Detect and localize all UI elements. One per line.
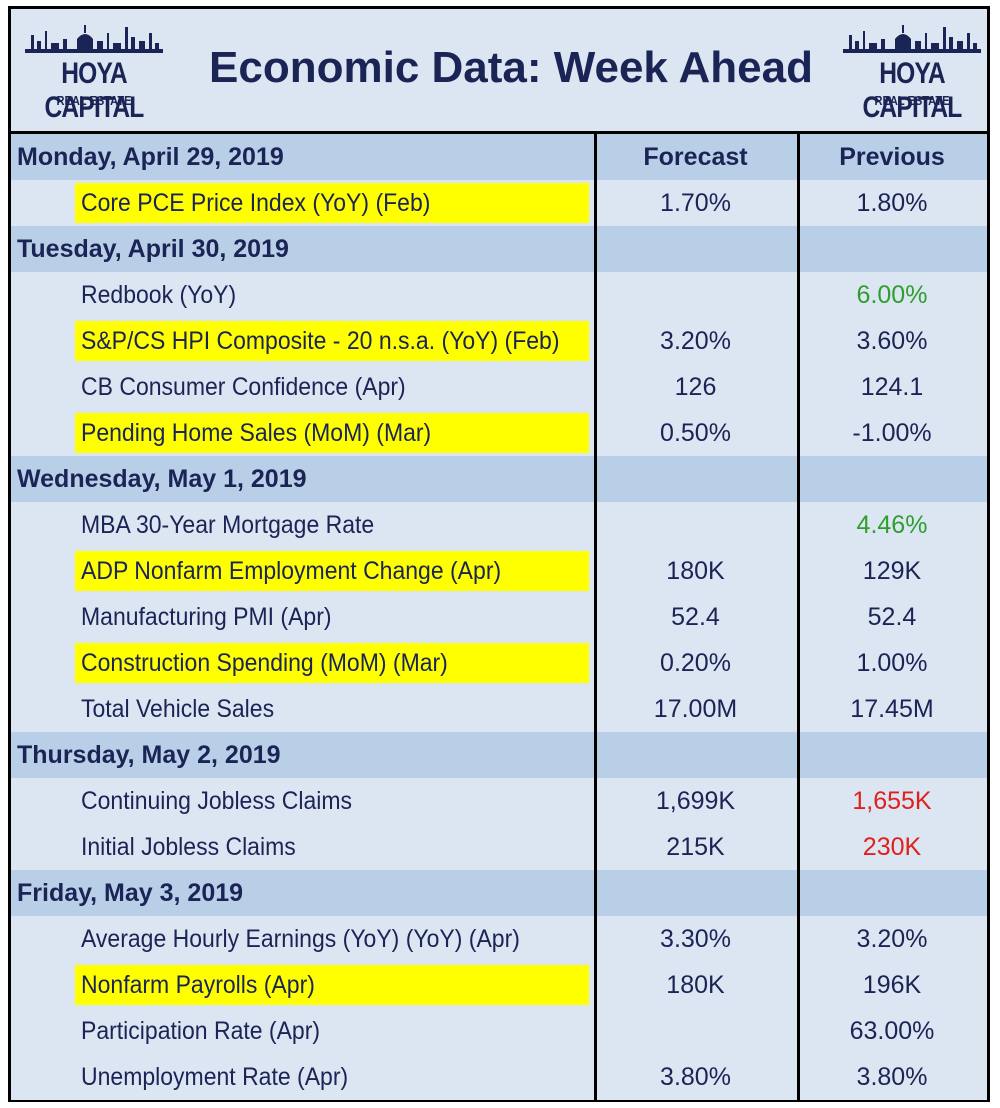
previous-value: 196K [862, 971, 922, 999]
indicator-name: Manufacturing PMI (Apr) [81, 603, 332, 631]
indicator-row: Unemployment Rate (Apr) 3.80% 3.80% [11, 1054, 987, 1100]
indicator-row: S&P/CS HPI Composite - 20 n.s.a. (YoY) (… [11, 318, 987, 364]
indicator-name: Unemployment Rate (Apr) [81, 1063, 349, 1091]
forecast-value [594, 502, 797, 548]
hoya-capital-logo-right: HOYA CAPITAL REAL ESTATE [837, 21, 987, 124]
forecast-column-header: Forecast [643, 143, 748, 171]
date-label: Monday, April 29, 2019 [17, 143, 284, 171]
skyline-icon [25, 25, 163, 53]
forecast-value: 180K [666, 971, 725, 999]
highlight-marker [75, 413, 589, 453]
indicator-name: CB Consumer Confidence (Apr) [81, 373, 406, 401]
previous-value: 1,655K [852, 787, 932, 815]
date-label: Thursday, May 2, 2019 [17, 741, 281, 769]
logo-brand-text: HOYA CAPITAL [44, 57, 144, 124]
indicator-row: Redbook (YoY) 6.00% [11, 272, 987, 318]
indicator-name: Initial Jobless Claims [81, 833, 296, 861]
forecast-value: 0.20% [660, 649, 731, 677]
indicator-row: Manufacturing PMI (Apr) 52.4 52.4 [11, 594, 987, 640]
indicator-name: Redbook (YoY) [81, 281, 237, 309]
indicator-name: Pending Home Sales (MoM) (Mar) [81, 419, 432, 447]
indicator-row: Average Hourly Earnings (YoY) (YoY) (Apr… [11, 916, 987, 962]
economic-calendar-table: Monday, April 29, 2019 Forecast Previous Co… [11, 134, 987, 1100]
indicator-row: Pending Home Sales (MoM) (Mar) 0.50% -1.00… [11, 410, 987, 456]
previous-value: 3.60% [856, 327, 928, 355]
page-title: Economic Data: Week Ahead [209, 43, 813, 92]
previous-column-header: Previous [839, 143, 945, 171]
highlight-marker [75, 643, 589, 683]
hoya-capital-logo-left: HOYA CAPITAL REAL ESTATE [19, 21, 169, 124]
previous-value: 6.00% [856, 281, 928, 309]
indicator-name: Construction Spending (MoM) (Mar) [81, 649, 448, 677]
date-label: Tuesday, April 30, 2019 [17, 235, 289, 263]
logo-sub-text: REAL ESTATE [874, 93, 950, 108]
header-banner: HOYA CAPITAL REAL ESTATE Economic Data: … [11, 9, 987, 134]
previous-value: 230K [862, 833, 922, 861]
indicator-row: CB Consumer Confidence (Apr) 126 124.1 [11, 364, 987, 410]
indicator-row: Core PCE Price Index (YoY) (Feb) 1.70% 1.8… [11, 180, 987, 226]
indicator-row: MBA 30-Year Mortgage Rate 4.46% [11, 502, 987, 548]
indicator-name: Average Hourly Earnings (YoY) (YoY) (Apr… [81, 925, 520, 953]
indicator-row: ADP Nonfarm Employment Change (Apr) 180K 1… [11, 548, 987, 594]
previous-value: -1.00% [852, 419, 932, 447]
forecast-value: 3.30% [660, 925, 731, 953]
column-divider-forecast [594, 134, 597, 1102]
forecast-value: 17.00M [653, 695, 738, 723]
previous-value: 3.80% [856, 1063, 928, 1091]
forecast-value: 52.4 [671, 603, 720, 631]
indicator-name: ADP Nonfarm Employment Change (Apr) [81, 557, 502, 585]
forecast-value: 3.20% [660, 327, 731, 355]
date-row: Wednesday, May 1, 2019 [11, 456, 987, 502]
previous-value: 1.00% [856, 649, 928, 677]
date-label: Friday, May 3, 2019 [17, 879, 244, 907]
previous-value: 129K [862, 557, 922, 585]
indicator-name: S&P/CS HPI Composite - 20 n.s.a. (YoY) (… [81, 327, 560, 355]
forecast-value: 215K [666, 833, 725, 861]
indicator-name: Participation Rate (Apr) [81, 1017, 321, 1045]
forecast-value: 1.70% [660, 189, 731, 217]
indicator-row: Continuing Jobless Claims 1,699K 1,655K [11, 778, 987, 824]
column-divider-previous [797, 134, 800, 1102]
forecast-value [594, 272, 797, 318]
forecast-value: 126 [674, 373, 717, 401]
indicator-name: Total Vehicle Sales [81, 695, 275, 723]
highlight-marker [75, 965, 589, 1005]
previous-value: 124.1 [860, 373, 924, 401]
indicator-row: Participation Rate (Apr) 63.00% [11, 1008, 987, 1054]
date-row: Thursday, May 2, 2019 [11, 732, 987, 778]
date-row: Monday, April 29, 2019 Forecast Previous [11, 134, 987, 180]
indicator-row: Initial Jobless Claims 215K 230K [11, 824, 987, 870]
previous-value: 52.4 [867, 603, 917, 631]
highlight-marker [75, 551, 589, 591]
date-row: Friday, May 3, 2019 [11, 870, 987, 916]
previous-value: 1.80% [856, 189, 928, 217]
previous-value: 63.00% [849, 1017, 935, 1045]
forecast-value: 0.50% [660, 419, 731, 447]
previous-value: 4.46% [856, 511, 928, 539]
forecast-value [594, 1008, 797, 1054]
forecast-value: 1,699K [655, 787, 736, 815]
highlight-marker [75, 321, 589, 361]
forecast-value: 180K [666, 557, 725, 585]
indicator-row: Construction Spending (MoM) (Mar) 0.20% 1.… [11, 640, 987, 686]
indicator-name: Nonfarm Payrolls (Apr) [81, 971, 315, 999]
previous-value: 17.45M [850, 695, 934, 723]
date-row: Tuesday, April 30, 2019 [11, 226, 987, 272]
indicator-row: Nonfarm Payrolls (Apr) 180K 196K [11, 962, 987, 1008]
forecast-value: 3.80% [660, 1063, 731, 1091]
indicator-row: Total Vehicle Sales 17.00M 17.45M [11, 686, 987, 732]
indicator-name: Core PCE Price Index (YoY) (Feb) [81, 189, 431, 217]
indicator-name: Continuing Jobless Claims [81, 787, 353, 815]
calendar-frame: HOYA CAPITAL REAL ESTATE Economic Data: … [8, 6, 990, 1102]
previous-value: 3.20% [856, 925, 928, 953]
highlight-marker [75, 183, 589, 223]
logo-sub-text: REAL ESTATE [56, 93, 132, 108]
date-label: Wednesday, May 1, 2019 [17, 465, 307, 493]
skyline-icon [843, 25, 981, 53]
logo-brand-text: HOYA CAPITAL [862, 57, 962, 124]
indicator-name: MBA 30-Year Mortgage Rate [81, 511, 375, 539]
